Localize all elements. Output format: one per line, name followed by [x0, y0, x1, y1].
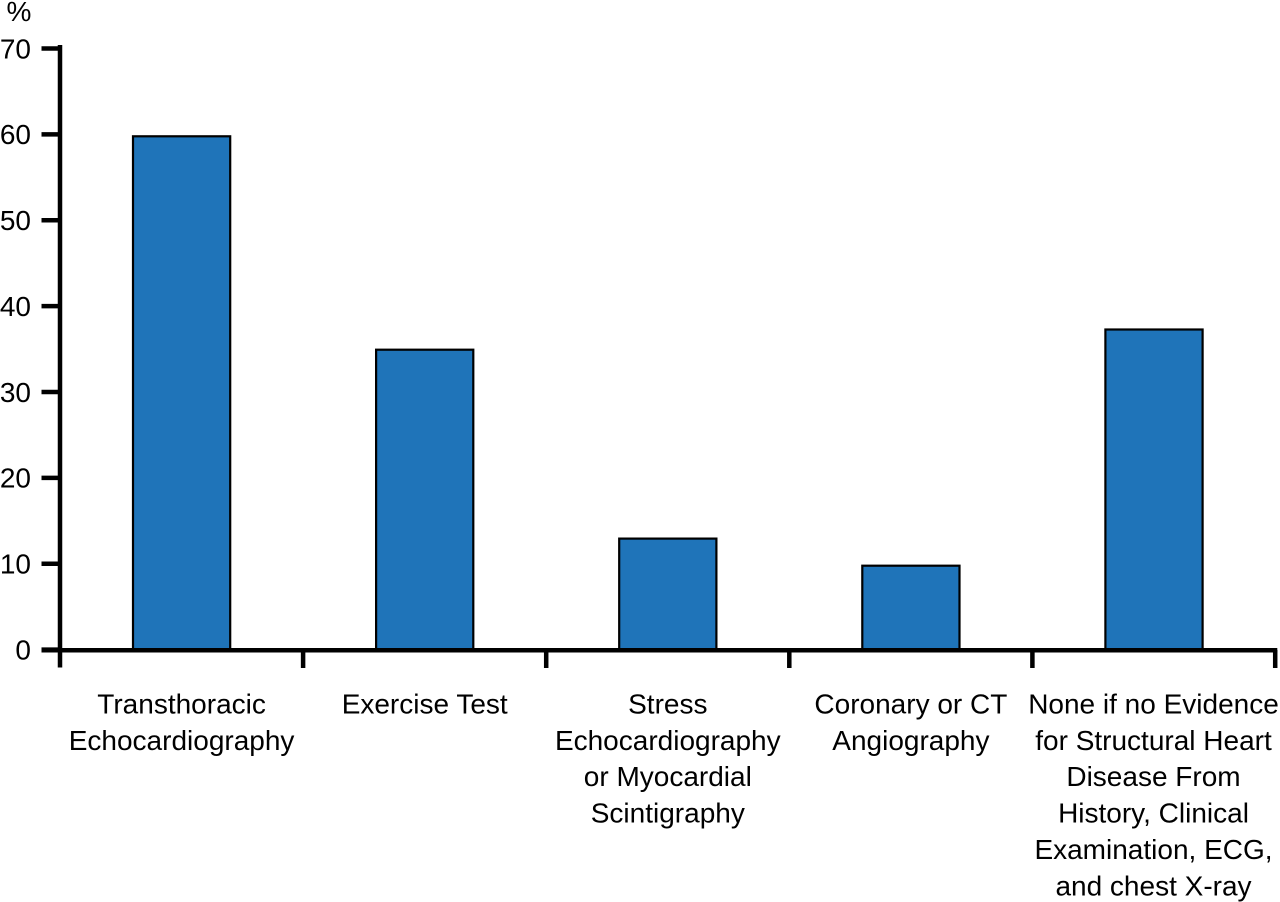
svg-text:Examination, ECG,: Examination, ECG,: [1034, 834, 1272, 865]
svg-text:or Myocardial: or Myocardial: [584, 761, 752, 792]
svg-text:Angiography: Angiography: [832, 725, 989, 756]
svg-text:10: 10: [0, 549, 31, 580]
svg-text:60: 60: [0, 119, 31, 150]
svg-text:Stress: Stress: [628, 688, 707, 719]
svg-text:and chest X-ray: and chest X-ray: [1055, 871, 1251, 902]
svg-text:None if no Evidence: None if no Evidence: [1028, 688, 1279, 719]
svg-text:Transthoracic: Transthoracic: [97, 688, 266, 719]
svg-text:70: 70: [0, 33, 31, 64]
svg-text:Echocardiography: Echocardiography: [555, 725, 781, 756]
svg-text:0: 0: [15, 634, 31, 665]
svg-text:Disease From: Disease From: [1066, 761, 1240, 792]
svg-text:History, Clinical: History, Clinical: [1058, 798, 1249, 829]
svg-text:%: %: [7, 0, 32, 27]
svg-text:Coronary or CT: Coronary or CT: [814, 688, 1007, 719]
svg-text:30: 30: [0, 377, 31, 408]
svg-text:40: 40: [0, 291, 31, 322]
svg-text:50: 50: [0, 205, 31, 236]
svg-text:for Structural Heart: for Structural Heart: [1035, 725, 1272, 756]
svg-text:Echocardiography: Echocardiography: [69, 725, 295, 756]
svg-text:20: 20: [0, 463, 31, 494]
svg-text:Scintigraphy: Scintigraphy: [591, 798, 745, 829]
svg-text:Exercise Test: Exercise Test: [342, 688, 508, 719]
